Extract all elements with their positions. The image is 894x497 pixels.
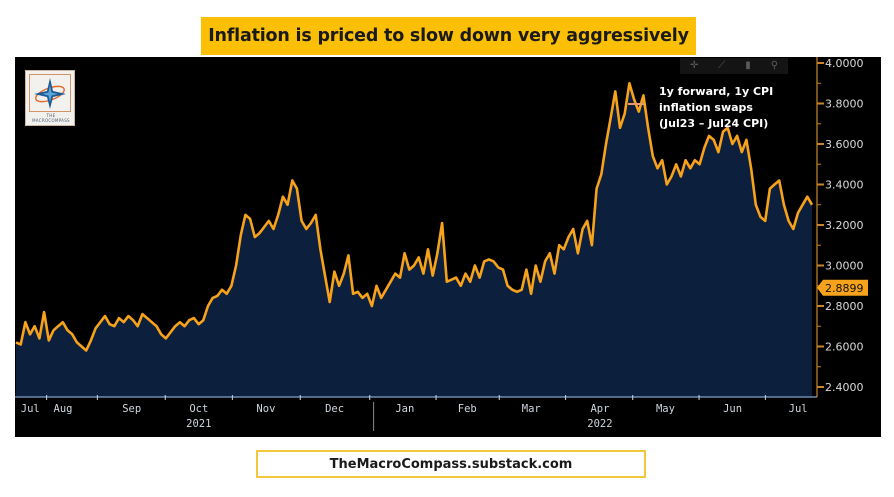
series-line <box>15 82 814 352</box>
area-fill <box>16 83 812 398</box>
y-tick-label: 3.0000 <box>825 260 864 273</box>
x-tick-label: Mar <box>522 403 541 415</box>
pencil-icon[interactable]: ⟋ <box>718 60 726 71</box>
x-tick-label: Oct <box>189 403 208 415</box>
legend-line-2: inflation swaps <box>659 101 753 114</box>
logo-text: THE MACROCOMPASS <box>32 113 70 123</box>
x-tick-label: Feb <box>458 403 477 415</box>
x-tick-label: Nov <box>256 403 275 415</box>
chart-title: Inflation is priced to slow down very ag… <box>208 26 689 46</box>
y-tick-label: 4.0000 <box>825 57 864 70</box>
x-tick-label: Dec <box>325 403 344 415</box>
source-footer: TheMacroCompass.substack.com <box>256 450 646 478</box>
y-tick-label: 2.6000 <box>825 341 864 354</box>
x-tick-label: May <box>656 403 675 415</box>
last-value-badge <box>817 279 868 296</box>
last-value-label: 2.8899 <box>825 282 864 295</box>
x-tick-label: Jul <box>21 403 40 415</box>
chart-toolbar: ✛ ⟋ ▮ ⚲ <box>680 58 788 74</box>
y-tick-label: 3.8000 <box>825 98 864 111</box>
x-tick-label: Jan <box>395 403 414 415</box>
chart-canvas: 2.4000 2.6000 2.8000 3.0000 3.2000 3.4000 3.60… <box>15 57 868 431</box>
crosshair-icon[interactable]: ✛ <box>689 60 699 71</box>
legend-swatch <box>628 103 644 105</box>
x-year-label: 2021 <box>186 418 211 430</box>
x-tick-label: Jul <box>789 403 808 415</box>
x-year-label: 2022 <box>587 418 612 430</box>
legend-label: 1y forward, 1y CPI inflation swaps (Jul2… <box>659 84 829 132</box>
y-tick-label: 3.4000 <box>825 179 864 192</box>
logo-frame <box>29 74 71 112</box>
legend-line-1: 1y forward, 1y CPI <box>659 85 774 98</box>
y-tick-label: 2.4000 <box>825 381 864 394</box>
y-tick-label: 3.6000 <box>825 138 864 151</box>
chart-frame: 2.4000 2.6000 2.8000 3.0000 3.2000 3.4000 3.60… <box>15 57 881 437</box>
y-tick-label: 2.8000 <box>825 300 864 313</box>
compass-icon <box>34 78 66 109</box>
legend-line-3: (Jul23 – Jul24 CPI) <box>659 117 769 130</box>
title-banner: Inflation is priced to slow down very ag… <box>201 17 696 55</box>
bookmark-icon[interactable]: ▮ <box>745 60 751 71</box>
y-tick-label: 3.2000 <box>825 219 864 232</box>
x-tick-label: Jun <box>723 403 742 415</box>
zoom-icon[interactable]: ⚲ <box>770 60 779 71</box>
x-tick-label: Aug <box>54 403 73 415</box>
source-url: TheMacroCompass.substack.com <box>329 456 573 472</box>
x-tick-label: Apr <box>590 403 609 415</box>
x-tick-label: Sep <box>122 403 141 415</box>
logo: THE MACROCOMPASS <box>25 70 75 126</box>
